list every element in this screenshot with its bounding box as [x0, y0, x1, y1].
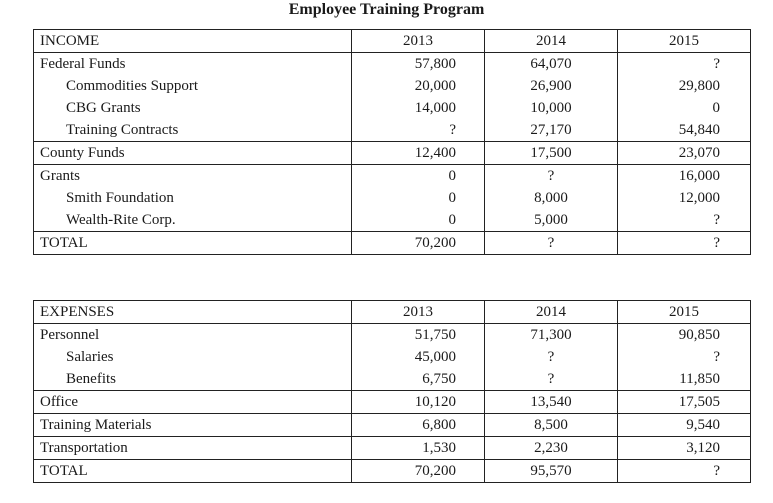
expenses-header-2014: 2014	[484, 300, 618, 324]
table-row: Smith Foundation 0 8,000 12,000	[33, 187, 751, 209]
table-row: Office 10,120 13,540 17,505	[33, 390, 751, 414]
row-label: TOTAL	[33, 459, 352, 483]
cell-2015: ?	[617, 231, 751, 255]
cell-2015: 23,070	[617, 141, 751, 165]
table-row: Transportation 1,530 2,230 3,120	[33, 436, 751, 460]
cell-2015: ?	[617, 209, 751, 232]
expenses-header-2013: 2013	[351, 300, 485, 324]
table-row: Salaries 45,000 ? ?	[33, 346, 751, 368]
cell-2013: 20,000	[351, 75, 485, 97]
row-label: Grants	[33, 164, 352, 187]
row-label: CBG Grants	[33, 97, 352, 119]
cell-2015: 0	[617, 97, 751, 119]
cell-2014: 27,170	[484, 119, 618, 142]
table-row: Training Contracts ? 27,170 54,840	[33, 119, 751, 142]
cell-2015: ?	[617, 346, 751, 368]
income-header-2014: 2014	[484, 29, 618, 53]
row-label: County Funds	[33, 141, 352, 165]
cell-2013: 57,800	[351, 52, 485, 75]
income-table: INCOME 2013 2014 2015 Federal Funds 57,8…	[33, 29, 751, 255]
cell-2014: 13,540	[484, 390, 618, 414]
cell-2014: 95,570	[484, 459, 618, 483]
cell-2014: 17,500	[484, 141, 618, 165]
cell-2015: 9,540	[617, 413, 751, 437]
cell-2013: 6,750	[351, 368, 485, 391]
row-label: TOTAL	[33, 231, 352, 255]
cell-2015: 12,000	[617, 187, 751, 209]
table-row: Wealth-Rite Corp. 0 5,000 ?	[33, 209, 751, 232]
cell-2014: 10,000	[484, 97, 618, 119]
table-row: Personnel 51,750 71,300 90,850	[33, 323, 751, 346]
cell-2013: 14,000	[351, 97, 485, 119]
row-label: Wealth-Rite Corp.	[33, 209, 352, 232]
cell-2014: ?	[484, 231, 618, 255]
cell-2014: 5,000	[484, 209, 618, 232]
cell-2013: ?	[351, 119, 485, 142]
cell-2013: 10,120	[351, 390, 485, 414]
cell-2014: ?	[484, 346, 618, 368]
row-label: Federal Funds	[33, 52, 352, 75]
cell-2014: 8,500	[484, 413, 618, 437]
cell-2015: 11,850	[617, 368, 751, 391]
cell-2013: 6,800	[351, 413, 485, 437]
cell-2013: 12,400	[351, 141, 485, 165]
table-row: County Funds 12,400 17,500 23,070	[33, 141, 751, 165]
row-label: Transportation	[33, 436, 352, 460]
cell-2013: 1,530	[351, 436, 485, 460]
income-header-2013: 2013	[351, 29, 485, 53]
cell-2015: 16,000	[617, 164, 751, 187]
table-row: Training Materials 6,800 8,500 9,540	[33, 413, 751, 437]
cell-2014: 8,000	[484, 187, 618, 209]
page-title: Employee Training Program	[288, 1, 485, 18]
cell-2015: ?	[617, 52, 751, 75]
row-label: Benefits	[33, 368, 352, 391]
table-row: Commodities Support 20,000 26,900 29,800	[33, 75, 751, 97]
cell-2014: ?	[484, 368, 618, 391]
row-label: Smith Foundation	[33, 187, 352, 209]
cell-2015: 3,120	[617, 436, 751, 460]
row-label: Training Contracts	[33, 119, 352, 142]
row-label: Salaries	[33, 346, 352, 368]
income-header-2015: 2015	[617, 29, 751, 53]
row-label: Office	[33, 390, 352, 414]
cell-2015: 54,840	[617, 119, 751, 142]
cell-2014: 64,070	[484, 52, 618, 75]
cell-2015: 90,850	[617, 323, 751, 346]
cell-2015: 29,800	[617, 75, 751, 97]
expenses-header-label: EXPENSES	[33, 300, 352, 324]
table-row: CBG Grants 14,000 10,000 0	[33, 97, 751, 119]
table-row: Benefits 6,750 ? 11,850	[33, 368, 751, 391]
row-label: Training Materials	[33, 413, 352, 437]
income-header-row: INCOME 2013 2014 2015	[33, 29, 751, 53]
row-label: Personnel	[33, 323, 352, 346]
table-row: Federal Funds 57,800 64,070 ?	[33, 52, 751, 75]
cell-2013: 51,750	[351, 323, 485, 346]
expenses-table: EXPENSES 2013 2014 2015 Personnel 51,750…	[33, 300, 751, 483]
cell-2013: 45,000	[351, 346, 485, 368]
cell-2015: 17,505	[617, 390, 751, 414]
expenses-header-2015: 2015	[617, 300, 751, 324]
row-label: Commodities Support	[33, 75, 352, 97]
table-row: Grants 0 ? 16,000	[33, 164, 751, 187]
income-header-label: INCOME	[33, 29, 352, 53]
cell-2013: 70,200	[351, 231, 485, 255]
cell-2014: 26,900	[484, 75, 618, 97]
cell-2014: 71,300	[484, 323, 618, 346]
cell-2013: 0	[351, 209, 485, 232]
cell-2014: 2,230	[484, 436, 618, 460]
cell-2013: 70,200	[351, 459, 485, 483]
expenses-header-row: EXPENSES 2013 2014 2015	[33, 300, 751, 324]
total-row: TOTAL 70,200 95,570 ?	[33, 459, 751, 483]
cell-2013: 0	[351, 187, 485, 209]
cell-2015: ?	[617, 459, 751, 483]
cell-2014: ?	[484, 164, 618, 187]
cell-2013: 0	[351, 164, 485, 187]
total-row: TOTAL 70,200 ? ?	[33, 231, 751, 255]
